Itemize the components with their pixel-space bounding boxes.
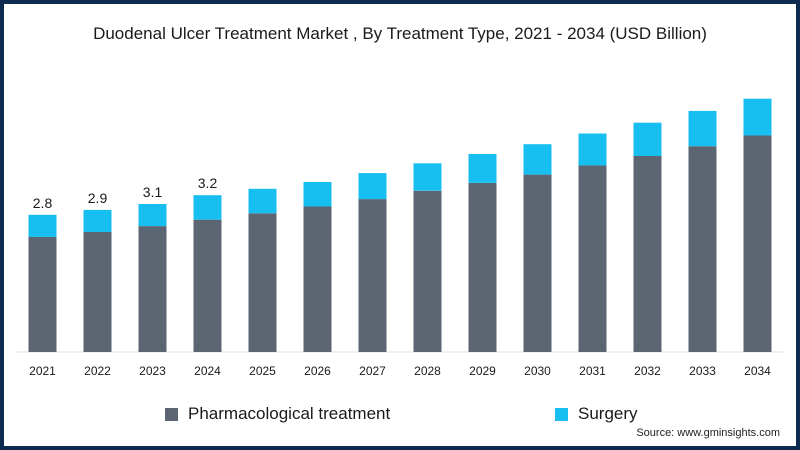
bar-pharmacological-2027 (358, 199, 387, 352)
x-tick-label-2030: 2030 (524, 364, 551, 378)
bar-surgery-2027 (358, 173, 387, 200)
bar-pharmacological-2030 (523, 174, 552, 352)
legend-swatch-surgery (555, 407, 568, 421)
x-tick-label-2029: 2029 (469, 364, 496, 378)
bar-surgery-2025 (248, 188, 277, 214)
bar-pharmacological-2026 (303, 206, 332, 352)
chart-title: Duodenal Ulcer Treatment Market , By Tre… (93, 24, 707, 43)
x-tick-label-2033: 2033 (689, 364, 716, 378)
bar-surgery-2034 (743, 98, 772, 136)
bar-surgery-2028 (413, 163, 442, 191)
x-tick-label-2027: 2027 (359, 364, 386, 378)
x-tick-label-2031: 2031 (579, 364, 606, 378)
bar-pharmacological-2023 (138, 226, 167, 352)
bar-surgery-2021 (28, 214, 57, 237)
bar-pharmacological-2034 (743, 135, 772, 352)
source-note: Source: www.gminsights.com (636, 427, 780, 439)
x-tick-label-2034: 2034 (744, 364, 771, 378)
x-tick-label-2032: 2032 (634, 364, 661, 378)
x-tick-label-2026: 2026 (304, 364, 331, 378)
bar-pharmacological-2021 (28, 236, 57, 352)
x-tick-label-2023: 2023 (139, 364, 166, 378)
bar-surgery-2024 (193, 195, 222, 220)
data-label-2024: 3.2 (198, 175, 218, 191)
bar-surgery-2023 (138, 204, 167, 227)
bar-surgery-2029 (468, 154, 497, 183)
legend: Pharmacological treatment Surgery (0, 404, 800, 428)
bar-pharmacological-2032 (633, 156, 662, 352)
x-tick-label-2021: 2021 (29, 364, 56, 378)
legend-item-pharmacological: Pharmacological treatment (165, 404, 390, 424)
bar-pharmacological-2028 (413, 190, 442, 352)
bar-pharmacological-2033 (688, 146, 717, 352)
bar-surgery-2031 (578, 133, 607, 166)
bar-surgery-2030 (523, 144, 552, 175)
bar-pharmacological-2029 (468, 182, 497, 352)
bar-pharmacological-2031 (578, 165, 607, 352)
bar-surgery-2022 (83, 209, 112, 232)
legend-label-surgery: Surgery (578, 404, 638, 423)
legend-item-surgery: Surgery (555, 404, 638, 424)
data-label-2023: 3.1 (143, 184, 163, 200)
data-label-2021: 2.8 (33, 195, 53, 211)
bar-pharmacological-2025 (248, 213, 277, 352)
bar-pharmacological-2024 (193, 219, 222, 352)
legend-label-pharmacological: Pharmacological treatment (188, 404, 391, 423)
legend-swatch-pharmacological (165, 407, 178, 421)
bar-surgery-2026 (303, 182, 332, 207)
x-tick-label-2022: 2022 (84, 364, 111, 378)
data-label-2022: 2.9 (88, 190, 108, 206)
x-tick-label-2025: 2025 (249, 364, 276, 378)
x-tick-label-2024: 2024 (194, 364, 221, 378)
bar-surgery-2033 (688, 110, 717, 147)
bar-surgery-2032 (633, 122, 662, 156)
x-tick-label-2028: 2028 (414, 364, 441, 378)
bar-pharmacological-2022 (83, 231, 112, 352)
